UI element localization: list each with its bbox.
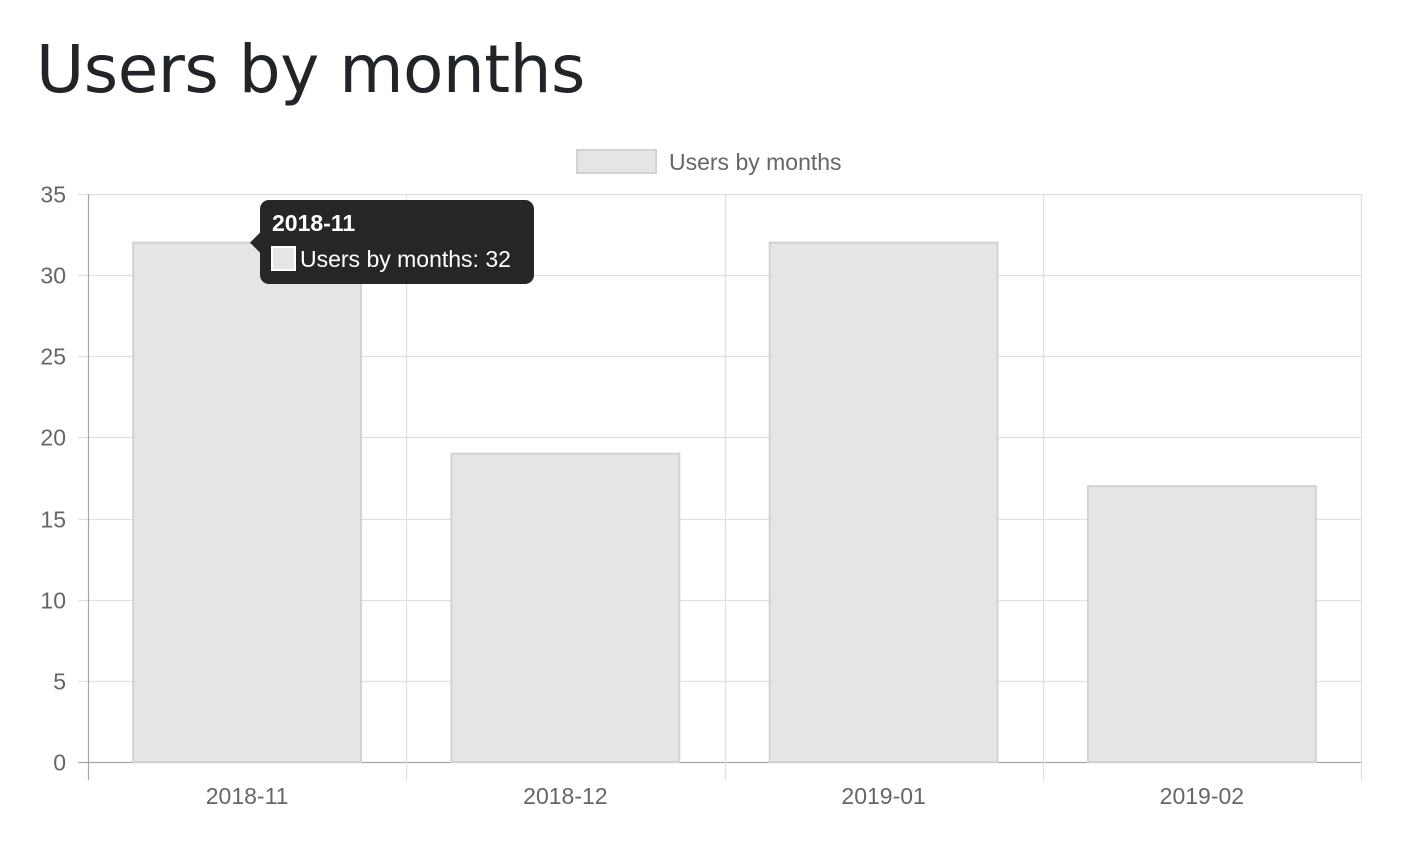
x-tick-label: 2018-11 [206, 783, 289, 809]
y-tick-label: 15 [40, 507, 66, 533]
y-tick-label: 20 [40, 425, 66, 451]
y-tick-label: 25 [40, 344, 66, 370]
bars [132, 241, 1317, 763]
bar-2018-12[interactable] [450, 452, 681, 763]
tooltip-caret [250, 232, 260, 253]
tooltip-label: Users by months: 32 [300, 246, 511, 272]
bar-2019-01[interactable] [768, 241, 999, 763]
page-title: Users by months [36, 31, 585, 108]
legend[interactable]: Users by months [576, 149, 842, 175]
x-tick-label: 2019-01 [841, 783, 925, 809]
tooltip: 2018-11 Users by months: 32 [250, 200, 534, 284]
bar-2019-02[interactable] [1086, 485, 1317, 763]
y-tick-label: 10 [40, 588, 66, 614]
y-tick-label: 0 [53, 750, 66, 776]
x-tick-label: 2018-12 [523, 783, 607, 809]
y-tick-label: 35 [40, 182, 66, 208]
axes: 0 5 10 15 20 25 30 35 2018-11 2018-12 2019-01 2019-… [40, 182, 1244, 810]
tooltip-swatch [271, 246, 296, 271]
y-tick-label: 5 [53, 669, 66, 695]
y-tick-label: 30 [40, 263, 66, 289]
legend-swatch[interactable] [576, 149, 657, 174]
bar-2018-11[interactable] [132, 241, 363, 763]
tooltip-box [260, 200, 534, 284]
legend-label[interactable]: Users by months [669, 149, 842, 175]
tooltip-title: 2018-11 [272, 210, 355, 236]
x-tick-label: 2019-02 [1160, 783, 1244, 809]
